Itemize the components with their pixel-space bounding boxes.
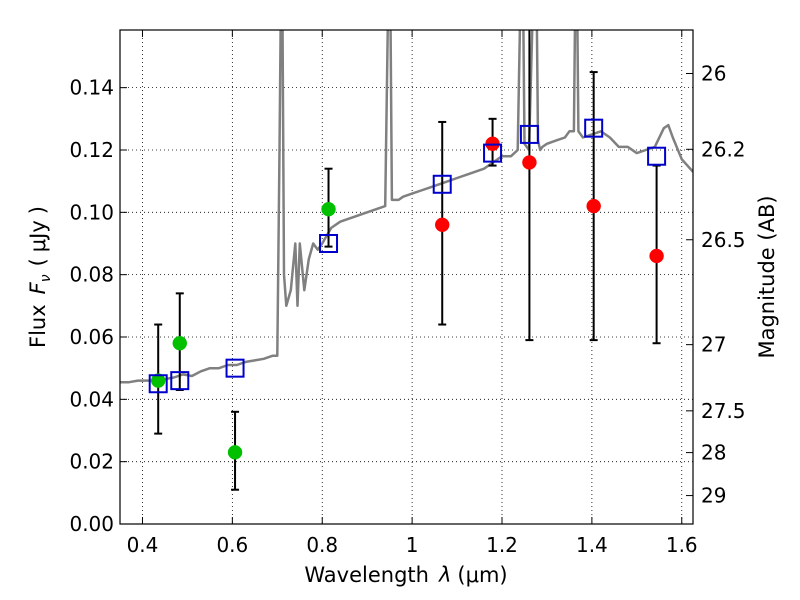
- axis-ticks: 0.4 0.6 0.8 1 1.2 1.4 1.6 0.00 0.02 0.04 0.06 0.08 0…: [69, 30, 746, 557]
- model-photometry-square: [519, 124, 539, 144]
- y-tick-label: 0.06: [69, 325, 114, 349]
- y2-tick-label: 26: [701, 61, 726, 85]
- y-tick-label: 0.08: [69, 263, 114, 287]
- plot-frame: [119, 29, 694, 525]
- green-data-point: [321, 201, 336, 217]
- red-data-point: [586, 198, 601, 214]
- model-photometry-square: [483, 143, 503, 163]
- x-tick-label: 1: [406, 533, 419, 557]
- x-tick-label: 1.2: [486, 533, 518, 557]
- x-tick-label: 0.6: [216, 533, 248, 557]
- y2-tick-label: 27.5: [701, 399, 746, 423]
- model-sed-line: [120, 30, 693, 384]
- model-photometry-square: [584, 118, 604, 138]
- y2-tick-label: 26.2: [701, 137, 746, 161]
- y-tick-label: 0.12: [69, 138, 114, 162]
- model-photometry-square: [225, 358, 245, 378]
- grid: [120, 30, 693, 525]
- y2-tick-label: 29: [701, 484, 726, 508]
- model-photometry-square: [170, 371, 190, 391]
- x-tick-label: 1.4: [576, 533, 608, 557]
- plot-area: [120, 30, 693, 491]
- y-axis-label: FluxFν(μJy): [26, 206, 54, 348]
- model-photometry-square: [432, 174, 452, 194]
- y2-tick-label: 27: [701, 333, 726, 357]
- x-tick-label: 0.8: [306, 533, 338, 557]
- red-data-point: [522, 155, 537, 170]
- y-tick-label: 0.10: [69, 200, 114, 224]
- x-tick-label: 0.4: [127, 533, 159, 557]
- y-tick-label: 0.04: [69, 387, 114, 411]
- x-tick-label: 1.6: [666, 533, 698, 557]
- model-photometry-square: [319, 233, 339, 253]
- model-photometry-square: [148, 374, 168, 394]
- x-axis-label: Wavelength λ (μm): [304, 563, 507, 587]
- y-tick-label: 0.14: [69, 76, 114, 100]
- y2-tick-label: 28: [701, 441, 726, 465]
- green-data-point: [150, 373, 166, 388]
- red-data-point: [434, 217, 450, 233]
- green-data-point: [227, 445, 243, 460]
- model-photometry-square: [647, 146, 667, 166]
- y-tick-label: 0.02: [69, 450, 114, 474]
- y-tick-label: 0.00: [69, 512, 114, 536]
- y2-axis-label: Magnitude (AB): [755, 195, 779, 358]
- green-data-point: [172, 335, 188, 351]
- y2-tick-label: 26.5: [701, 228, 746, 252]
- red-data-point: [649, 248, 664, 264]
